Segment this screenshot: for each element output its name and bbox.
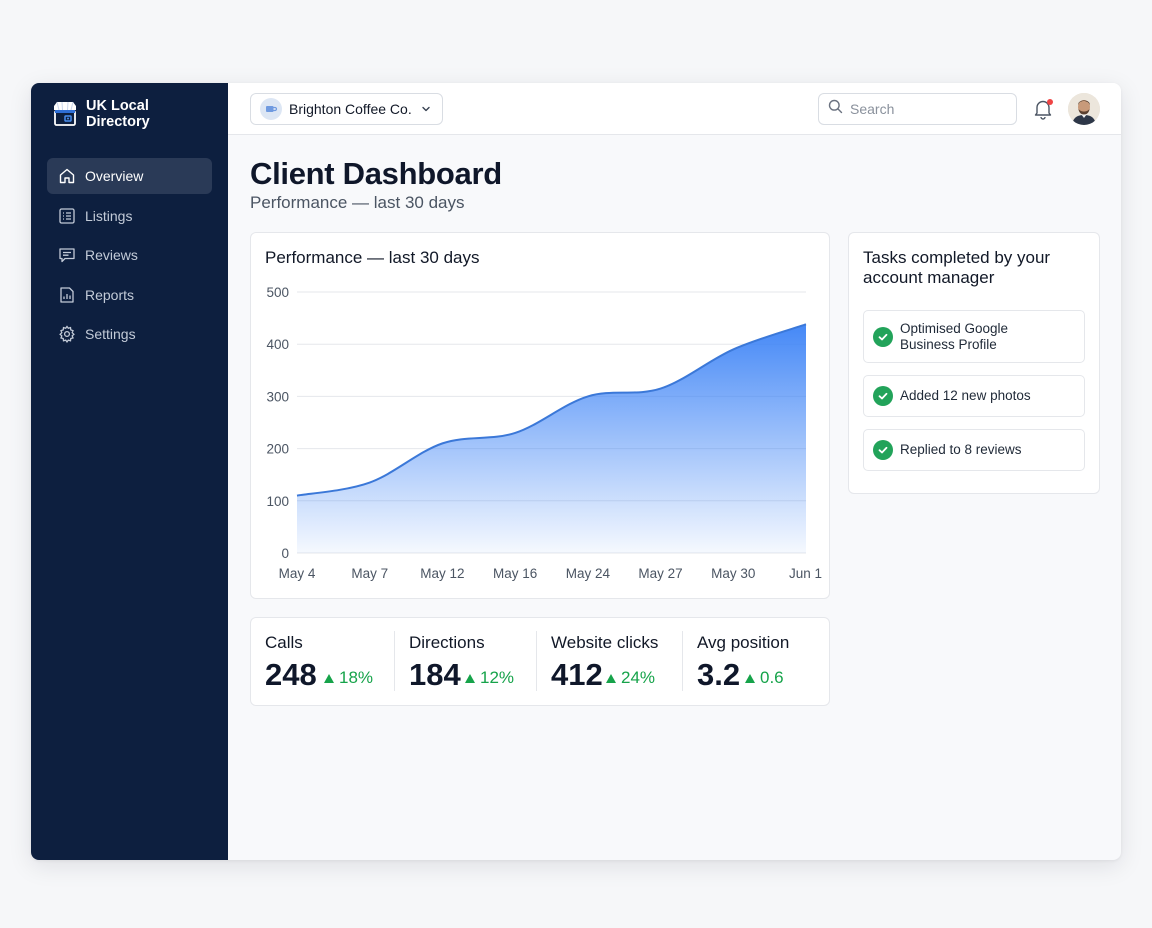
stat-delta-value: 0.6 <box>760 668 784 687</box>
stat-label: Calls <box>265 633 303 652</box>
stat-divider <box>536 631 537 691</box>
y-tick-label: 0 <box>281 546 289 561</box>
tasks-title: Tasks completed by your account manager <box>863 248 1051 287</box>
task-item: Optimised Google Business Profile <box>863 310 1085 363</box>
y-tick-label: 100 <box>266 494 289 509</box>
sidebar: UK Local Directory Overview Listings <box>31 83 228 860</box>
stat-delta: 18% <box>324 668 373 688</box>
area-fill <box>297 324 806 553</box>
stat-delta-value: 18% <box>339 668 374 687</box>
search-icon <box>828 99 843 119</box>
y-tick-label: 200 <box>266 442 289 457</box>
task-item: Replied to 8 reviews <box>863 429 1085 471</box>
search-input[interactable] <box>850 101 1000 117</box>
stat-delta: 0.6 <box>745 668 784 688</box>
sidebar-item-listings[interactable]: Listings <box>47 198 212 234</box>
stat-delta: 12% <box>465 668 514 688</box>
up-arrow-icon <box>745 673 755 683</box>
x-tick-label: Jun 1 <box>789 566 822 581</box>
message-icon <box>58 246 76 264</box>
task-label: Optimised Google Business Profile <box>900 321 1008 353</box>
task-label: Replied to 8 reviews <box>900 442 1022 457</box>
performance-chart: 0 100 200 300 400 500 May 4 May 7 May 12 May 16 Ma… <box>266 285 822 581</box>
brand-line-2: Directory <box>86 114 150 130</box>
up-arrow-icon <box>324 673 334 683</box>
user-avatar[interactable] <box>1068 93 1100 125</box>
sidebar-item-settings[interactable]: Settings <box>47 316 212 352</box>
stat-label: Website clicks <box>551 633 659 652</box>
x-tick-label: May 4 <box>279 566 316 581</box>
page-subtitle: Performance — last 30 days <box>250 193 465 212</box>
page-title: Client Dashboard <box>250 156 502 191</box>
stat-label: Avg position <box>697 633 790 652</box>
y-tick-label: 500 <box>266 285 289 300</box>
stat-value: 184 <box>409 657 461 692</box>
stat-divider <box>394 631 395 691</box>
sidebar-item-reports[interactable]: Reports <box>47 277 212 313</box>
up-arrow-icon <box>606 673 616 683</box>
x-tick-label: May 27 <box>638 566 682 581</box>
stat-value: 3.2 <box>697 657 741 692</box>
sidebar-item-label: Overview <box>85 168 144 184</box>
task-label: Added 12 new photos <box>900 388 1031 403</box>
business-name: Brighton Coffee Co. <box>289 101 412 117</box>
task-label-line-2: Business Profile <box>900 336 997 352</box>
main-content: Brighton Coffee Co. <box>228 83 1121 860</box>
series-line <box>296 323 807 497</box>
brand[interactable]: UK Local Directory <box>51 83 212 145</box>
stat-delta-value: 12% <box>480 668 515 687</box>
sidebar-item-label: Reviews <box>85 247 138 263</box>
stats-card: Calls 248 18% Directions 184 12% Website… <box>250 617 830 706</box>
app-window: UK Local Directory Overview Listings <box>31 83 1121 860</box>
y-tick-label: 300 <box>266 389 289 404</box>
up-arrow-icon <box>465 673 475 683</box>
x-tick-label: May 24 <box>566 566 611 581</box>
stat-delta: 24% <box>606 668 655 688</box>
stat-delta-value: 24% <box>621 668 656 687</box>
tasks-card: Tasks completed by your account manager … <box>848 232 1100 494</box>
check-icon <box>873 440 893 460</box>
notifications-button[interactable] <box>1033 98 1053 120</box>
check-icon <box>873 386 893 406</box>
topbar: Brighton Coffee Co. <box>228 83 1121 135</box>
report-icon <box>58 286 76 304</box>
sidebar-nav: Overview Listings Reviews Reports <box>47 158 212 352</box>
chevron-down-icon <box>420 103 432 115</box>
x-tick-label: May 7 <box>351 566 388 581</box>
stat-divider <box>682 631 683 691</box>
brand-line-1: UK Local <box>86 98 149 114</box>
list-icon <box>58 207 76 225</box>
sidebar-item-label: Reports <box>85 286 135 303</box>
coffee-cup-icon <box>260 98 282 120</box>
x-tick-label: May 12 <box>420 566 464 581</box>
stat-value: 248 <box>265 657 317 692</box>
sidebar-item-label: Settings <box>85 326 136 342</box>
home-icon <box>58 167 76 185</box>
task-label-line-1: Optimised Google <box>900 320 1009 336</box>
brand-name: UK Local Directory <box>86 98 150 130</box>
sidebar-item-label: Listings <box>85 207 133 224</box>
sidebar-item-overview[interactable]: Overview <box>47 158 212 194</box>
y-tick-label: 400 <box>266 337 289 352</box>
check-icon <box>873 326 893 347</box>
business-selector[interactable]: Brighton Coffee Co. <box>250 93 443 125</box>
sidebar-item-reviews[interactable]: Reviews <box>47 237 212 273</box>
gear-icon <box>58 325 76 343</box>
x-tick-label: May 16 <box>493 566 537 581</box>
bell-icon <box>1033 100 1053 124</box>
task-item: Added 12 new photos <box>863 375 1085 417</box>
notification-badge <box>1047 99 1053 105</box>
stat-value: 412 <box>551 657 603 692</box>
stat-label: Directions <box>409 633 485 652</box>
chart-title: Performance — last 30 days <box>265 248 480 267</box>
performance-chart-card: Performance — last 30 days 0 100 200 300 400… <box>250 232 830 599</box>
x-tick-label: May 30 <box>711 566 755 581</box>
storefront-icon <box>51 100 79 128</box>
search-box[interactable] <box>818 93 1017 125</box>
